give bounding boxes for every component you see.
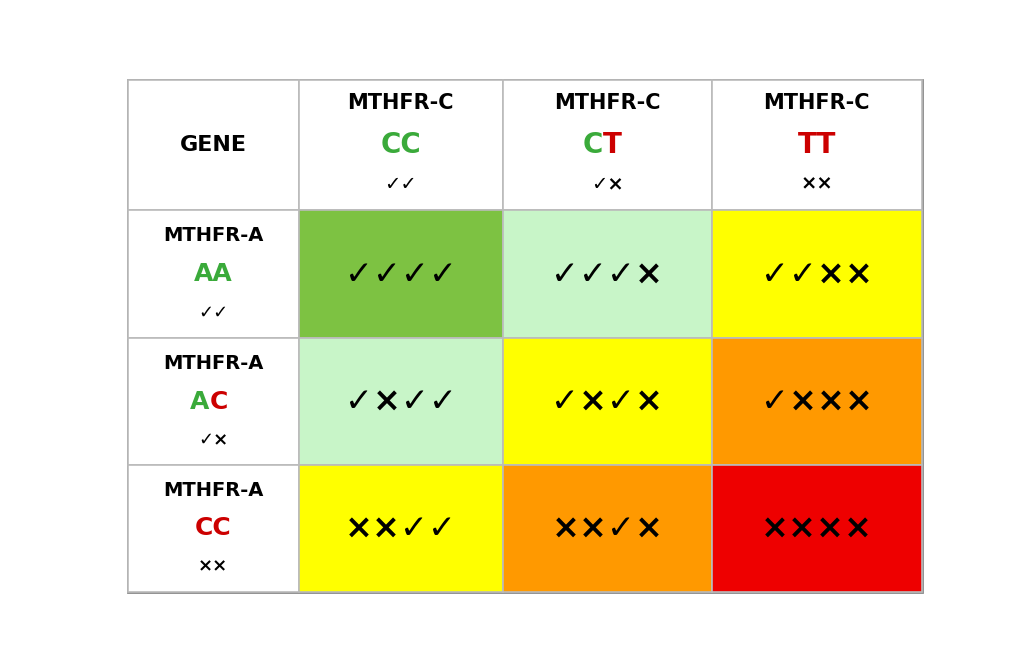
Text: C: C [209, 390, 227, 414]
Text: ✓✓: ✓✓ [199, 304, 228, 322]
Bar [712, 80, 922, 210]
Text: ××✓×: ××✓× [551, 512, 664, 545]
Text: A: A [190, 390, 209, 414]
Text: MTHFR-A: MTHFR-A [163, 354, 263, 373]
Bar [299, 80, 503, 210]
Text: ✓×✓×: ✓×✓× [551, 385, 664, 418]
Bar [503, 80, 712, 210]
Text: MTHFR-C: MTHFR-C [764, 93, 870, 113]
Text: CC: CC [380, 131, 421, 159]
Text: ××××: ×××× [761, 512, 872, 545]
Text: ✓✓: ✓✓ [384, 175, 417, 194]
Text: ✓✓✓×: ✓✓✓× [551, 258, 664, 291]
Text: ✓×: ✓× [591, 175, 624, 194]
Bar [503, 465, 712, 592]
Text: CC: CC [195, 516, 231, 541]
Text: MTHFR-A: MTHFR-A [163, 481, 263, 500]
Bar [128, 80, 299, 210]
Text: AA: AA [194, 263, 232, 287]
Text: GENE: GENE [180, 135, 247, 155]
Bar [712, 338, 922, 465]
Text: ✓✓✓✓: ✓✓✓✓ [345, 258, 457, 291]
Text: ✓✓××: ✓✓×× [761, 258, 872, 291]
Text: MTHFR-C: MTHFR-C [347, 93, 454, 113]
Text: TT: TT [798, 131, 836, 159]
Bar [299, 465, 503, 592]
Bar [503, 210, 712, 338]
Bar [299, 338, 503, 465]
Bar [299, 210, 503, 338]
Text: ××: ×× [199, 557, 228, 575]
Bar [712, 210, 922, 338]
Text: ××: ×× [801, 175, 834, 194]
Text: ××✓✓: ××✓✓ [345, 512, 457, 545]
Bar [128, 210, 299, 338]
Text: T: T [603, 131, 623, 159]
Text: ✓×✓✓: ✓×✓✓ [345, 385, 457, 418]
Text: MTHFR-C: MTHFR-C [554, 93, 660, 113]
Bar [712, 465, 922, 592]
Text: C: C [583, 131, 603, 159]
Text: MTHFR-A: MTHFR-A [163, 227, 263, 245]
Text: ✓×: ✓× [199, 430, 228, 449]
Text: ✓×××: ✓××× [761, 385, 872, 418]
Bar [128, 338, 299, 465]
Bar [503, 338, 712, 465]
Bar [128, 465, 299, 592]
